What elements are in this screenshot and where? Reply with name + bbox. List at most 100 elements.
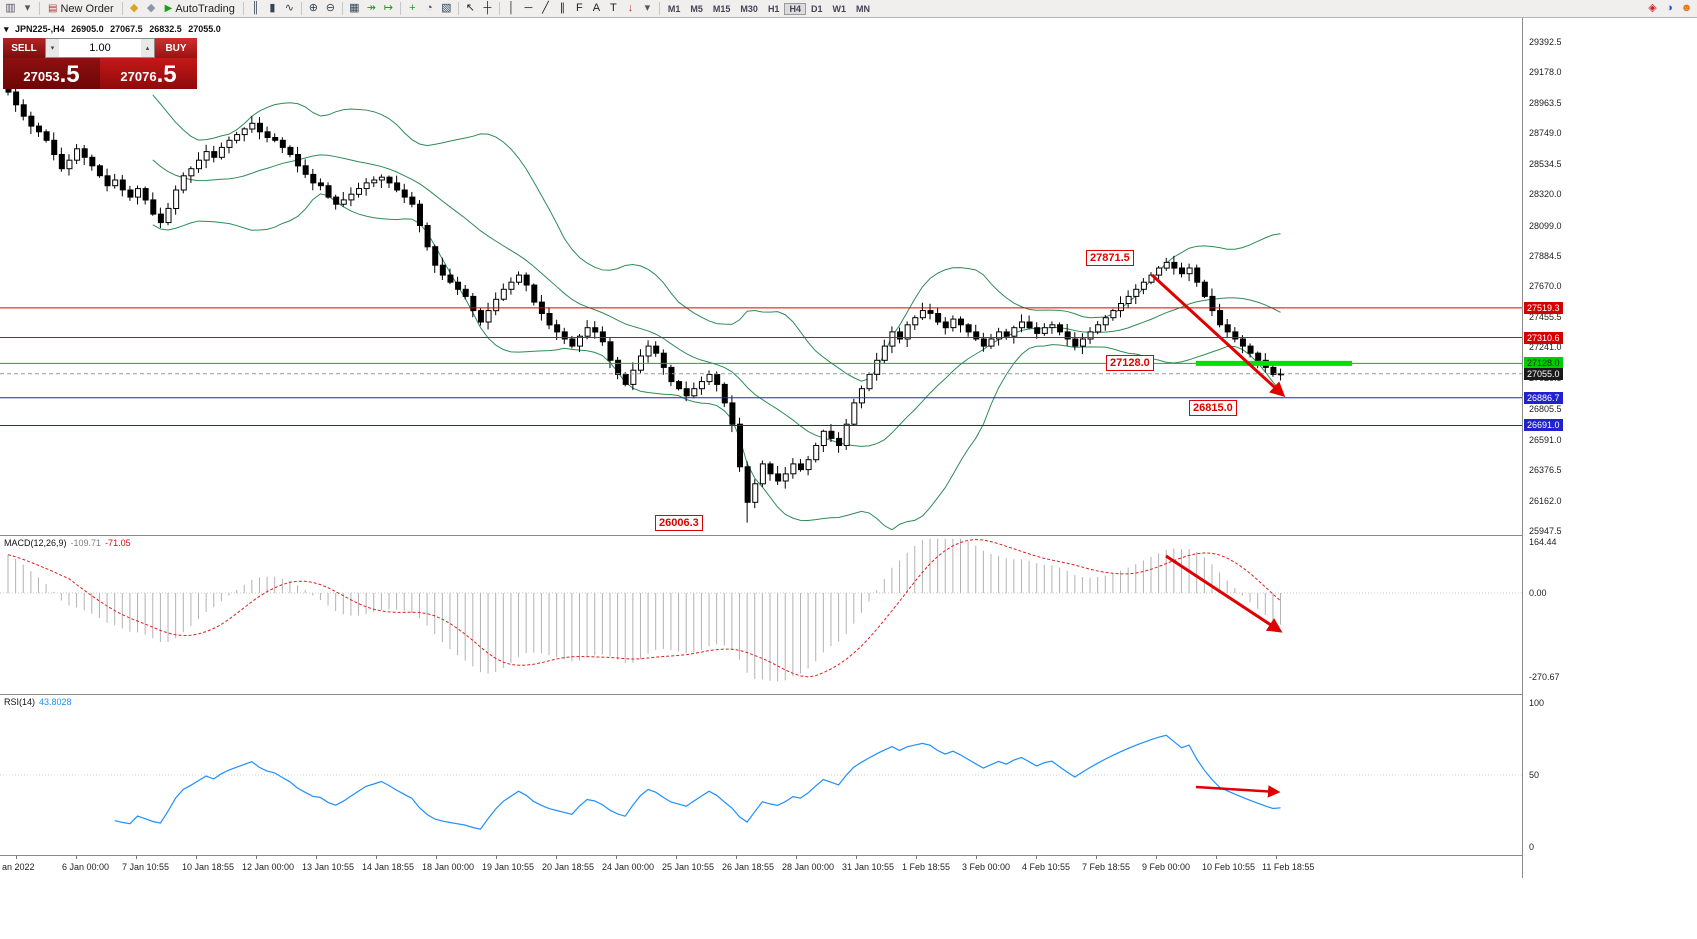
timeframe-d1-button[interactable]: D1 <box>810 3 823 14</box>
channel-icon[interactable]: ∥ <box>559 2 566 14</box>
macd-downtrend-arrow[interactable] <box>1165 554 1283 633</box>
chart-menu-icon[interactable]: ▾ <box>4 24 9 34</box>
timeframe-h1-button[interactable]: H1 <box>767 3 780 14</box>
toolbar-tools-group: ▥ ▾ ▤ New Order ◆ ◆ ▶ AutoTrading ║ ▮ ∿ ⊕ ⊖ ▦ ↠ ↦ + ◔ ▧ ↖ ┼ │… <box>2 1 663 16</box>
alerts-icon[interactable]: ◈ <box>1648 2 1657 14</box>
label-icon[interactable]: T <box>610 2 617 14</box>
zoom-out-icon[interactable]: ⊖ <box>325 2 335 14</box>
rsi-canvas[interactable] <box>0 695 1522 856</box>
cursor-icon[interactable]: ↖ <box>465 2 475 14</box>
rsi-line <box>114 734 1281 830</box>
rsi-sideways-arrow[interactable] <box>1195 785 1281 798</box>
tile-windows-icon[interactable]: ▦ <box>349 2 360 14</box>
one-click-trading-panel: SELL ▾ ▴ BUY 27053.5 27076.5 <box>3 38 197 89</box>
price-annotation-27871.5[interactable]: 27871.5 <box>1086 250 1134 266</box>
toolbar-separator <box>300 2 302 15</box>
macd-axis-label: 0.00 <box>1529 588 1547 598</box>
zoom-in-icon[interactable]: ⊕ <box>308 2 318 14</box>
fibonacci-icon[interactable]: F <box>576 2 583 14</box>
price-chart-pane[interactable]: ▾ JPN225-,H4 26905.0 27067.5 26832.5 270… <box>0 18 1522 536</box>
buy-price-display[interactable]: 27076.5 <box>100 58 197 89</box>
rsi-axis-label: 0 <box>1529 842 1535 852</box>
time-axis-tick <box>1036 856 1037 859</box>
bar-chart-mode-icon[interactable]: ║ <box>251 2 260 14</box>
price-line-label-27519.3: 27519.3 <box>1524 302 1563 314</box>
time-axis-tick <box>736 856 737 859</box>
price-axis-label: 29178.0 <box>1529 67 1562 77</box>
timeframe-mn-button[interactable]: MN <box>855 3 870 14</box>
macd-axis-label: -270.67 <box>1529 672 1560 682</box>
arrows-tool-icon[interactable]: ↓ <box>627 2 634 14</box>
timeframe-m5-button[interactable]: M5 <box>690 3 703 14</box>
macd-signal-line <box>7 538 1281 678</box>
candlestick-mode-icon[interactable]: ▮ <box>269 2 276 14</box>
timeframe-m30-button[interactable]: M30 <box>740 3 758 14</box>
price-axis-label: 27241.0 <box>1529 342 1562 352</box>
time-axis-tick <box>436 856 437 859</box>
ohlc-high: 27067.5 <box>110 24 143 34</box>
line-chart-mode-icon[interactable]: ∿ <box>284 2 294 14</box>
volume-decrease-button[interactable]: ▾ <box>46 39 59 57</box>
timeframe-h4-button[interactable]: H4 <box>784 2 806 15</box>
community-icon[interactable]: ☻ <box>1680 2 1693 14</box>
metaeditor-icon[interactable]: ◆ <box>129 2 139 14</box>
time-axis-label: 10 Jan 18:55 <box>182 862 235 872</box>
chart-shift-icon[interactable]: ↦ <box>383 2 393 14</box>
text-icon[interactable]: A <box>592 2 601 14</box>
experts-icon[interactable]: ◆ <box>146 2 156 14</box>
indicators-icon[interactable]: + <box>409 2 416 14</box>
time-axis-label: 24 Jan 00:00 <box>602 862 655 872</box>
candles <box>5 74 1285 523</box>
new-chart-icon[interactable]: ▥ <box>5 2 16 14</box>
sell-button[interactable]: SELL <box>3 38 45 58</box>
new-chart-dropdown-icon[interactable]: ▾ <box>24 2 31 14</box>
chart-column: ▾ JPN225-,H4 26905.0 27067.5 26832.5 270… <box>0 18 1522 878</box>
arrows-dropdown-icon[interactable]: ▾ <box>644 2 651 14</box>
macd-indicator-pane[interactable]: MACD(12,26,9) -109.71 -71.05 <box>0 536 1522 695</box>
periods-icon[interactable]: ◔ <box>426 2 433 14</box>
rsi-indicator-pane[interactable]: RSI(14) 43.8028 <box>0 695 1522 856</box>
time-axis-label: 4 Feb 10:55 <box>1022 862 1071 872</box>
macd-axis-label: 164.44 <box>1529 537 1557 547</box>
buy-button[interactable]: BUY <box>155 38 197 58</box>
price-annotation-26006.3[interactable]: 26006.3 <box>655 515 703 531</box>
price-chart-canvas[interactable] <box>0 18 1522 536</box>
macd-canvas[interactable] <box>0 536 1522 695</box>
time-axis-tick <box>1276 856 1277 859</box>
time-axis[interactable]: an 2022 6 Jan 00:00 7 Jan 10:55 10 Jan 18:5… <box>0 856 1522 878</box>
sell-price-display[interactable]: 27053.5 <box>3 58 100 89</box>
price-annotation-27128.0[interactable]: 27128.0 <box>1106 355 1154 371</box>
volume-increase-button[interactable]: ▴ <box>141 39 154 57</box>
time-axis-label: 18 Jan 00:00 <box>422 862 475 872</box>
macd-label: MACD(12,26,9) <box>4 538 67 548</box>
autotrading-button-label: AutoTrading <box>175 2 235 15</box>
trendline-icon[interactable]: ╱ <box>542 2 549 14</box>
toolbar-separator <box>242 2 244 15</box>
timeframe-w1-button[interactable]: W1 <box>832 3 846 14</box>
metaquotes-icon[interactable]: ◑ <box>1666 2 1673 14</box>
auto-scroll-icon[interactable]: ↠ <box>366 2 376 14</box>
new-order-button[interactable]: ▤ New Order <box>43 3 119 15</box>
rsi-value: 43.8028 <box>39 697 72 707</box>
vertical-line-icon[interactable]: │ <box>507 2 515 14</box>
templates-icon[interactable]: ▧ <box>441 2 452 14</box>
downtrend-arrow[interactable] <box>1150 273 1286 398</box>
time-axis-label: 6 Jan 00:00 <box>62 862 110 872</box>
top-toolbar: ▥ ▾ ▤ New Order ◆ ◆ ▶ AutoTrading ║ ▮ ∿ ⊕ ⊖ ▦ ↠ ↦ + ◔ ▧ ↖ ┼ │… <box>0 0 1697 18</box>
autotrading-button[interactable]: ▶ AutoTrading <box>160 3 240 15</box>
price-axis-label: 27884.5 <box>1529 251 1562 261</box>
time-axis-tick <box>1096 856 1097 859</box>
crosshair-icon[interactable]: ┼ <box>483 2 492 14</box>
volume-input[interactable] <box>59 39 141 57</box>
price-annotation-26815.0[interactable]: 26815.0 <box>1189 400 1237 416</box>
timeframe-m15-button[interactable]: M15 <box>712 3 731 14</box>
time-axis-label: 1 Feb 18:55 <box>902 862 951 872</box>
horizontal-line-icon[interactable]: ─ <box>524 2 533 14</box>
price-axis-label: 28963.5 <box>1529 98 1562 108</box>
timeframe-m1-button[interactable]: M1 <box>667 3 681 14</box>
ohlc-close: 27055.0 <box>188 24 221 34</box>
bollinger-lower-band <box>152 193 1281 531</box>
macd-main-value: -109.71 <box>70 538 102 548</box>
time-axis-label: 20 Jan 18:55 <box>542 862 595 872</box>
price-axis[interactable]: 29392.5 29178.0 28963.5 28749.0 28534.5 28320… <box>1522 18 1697 878</box>
